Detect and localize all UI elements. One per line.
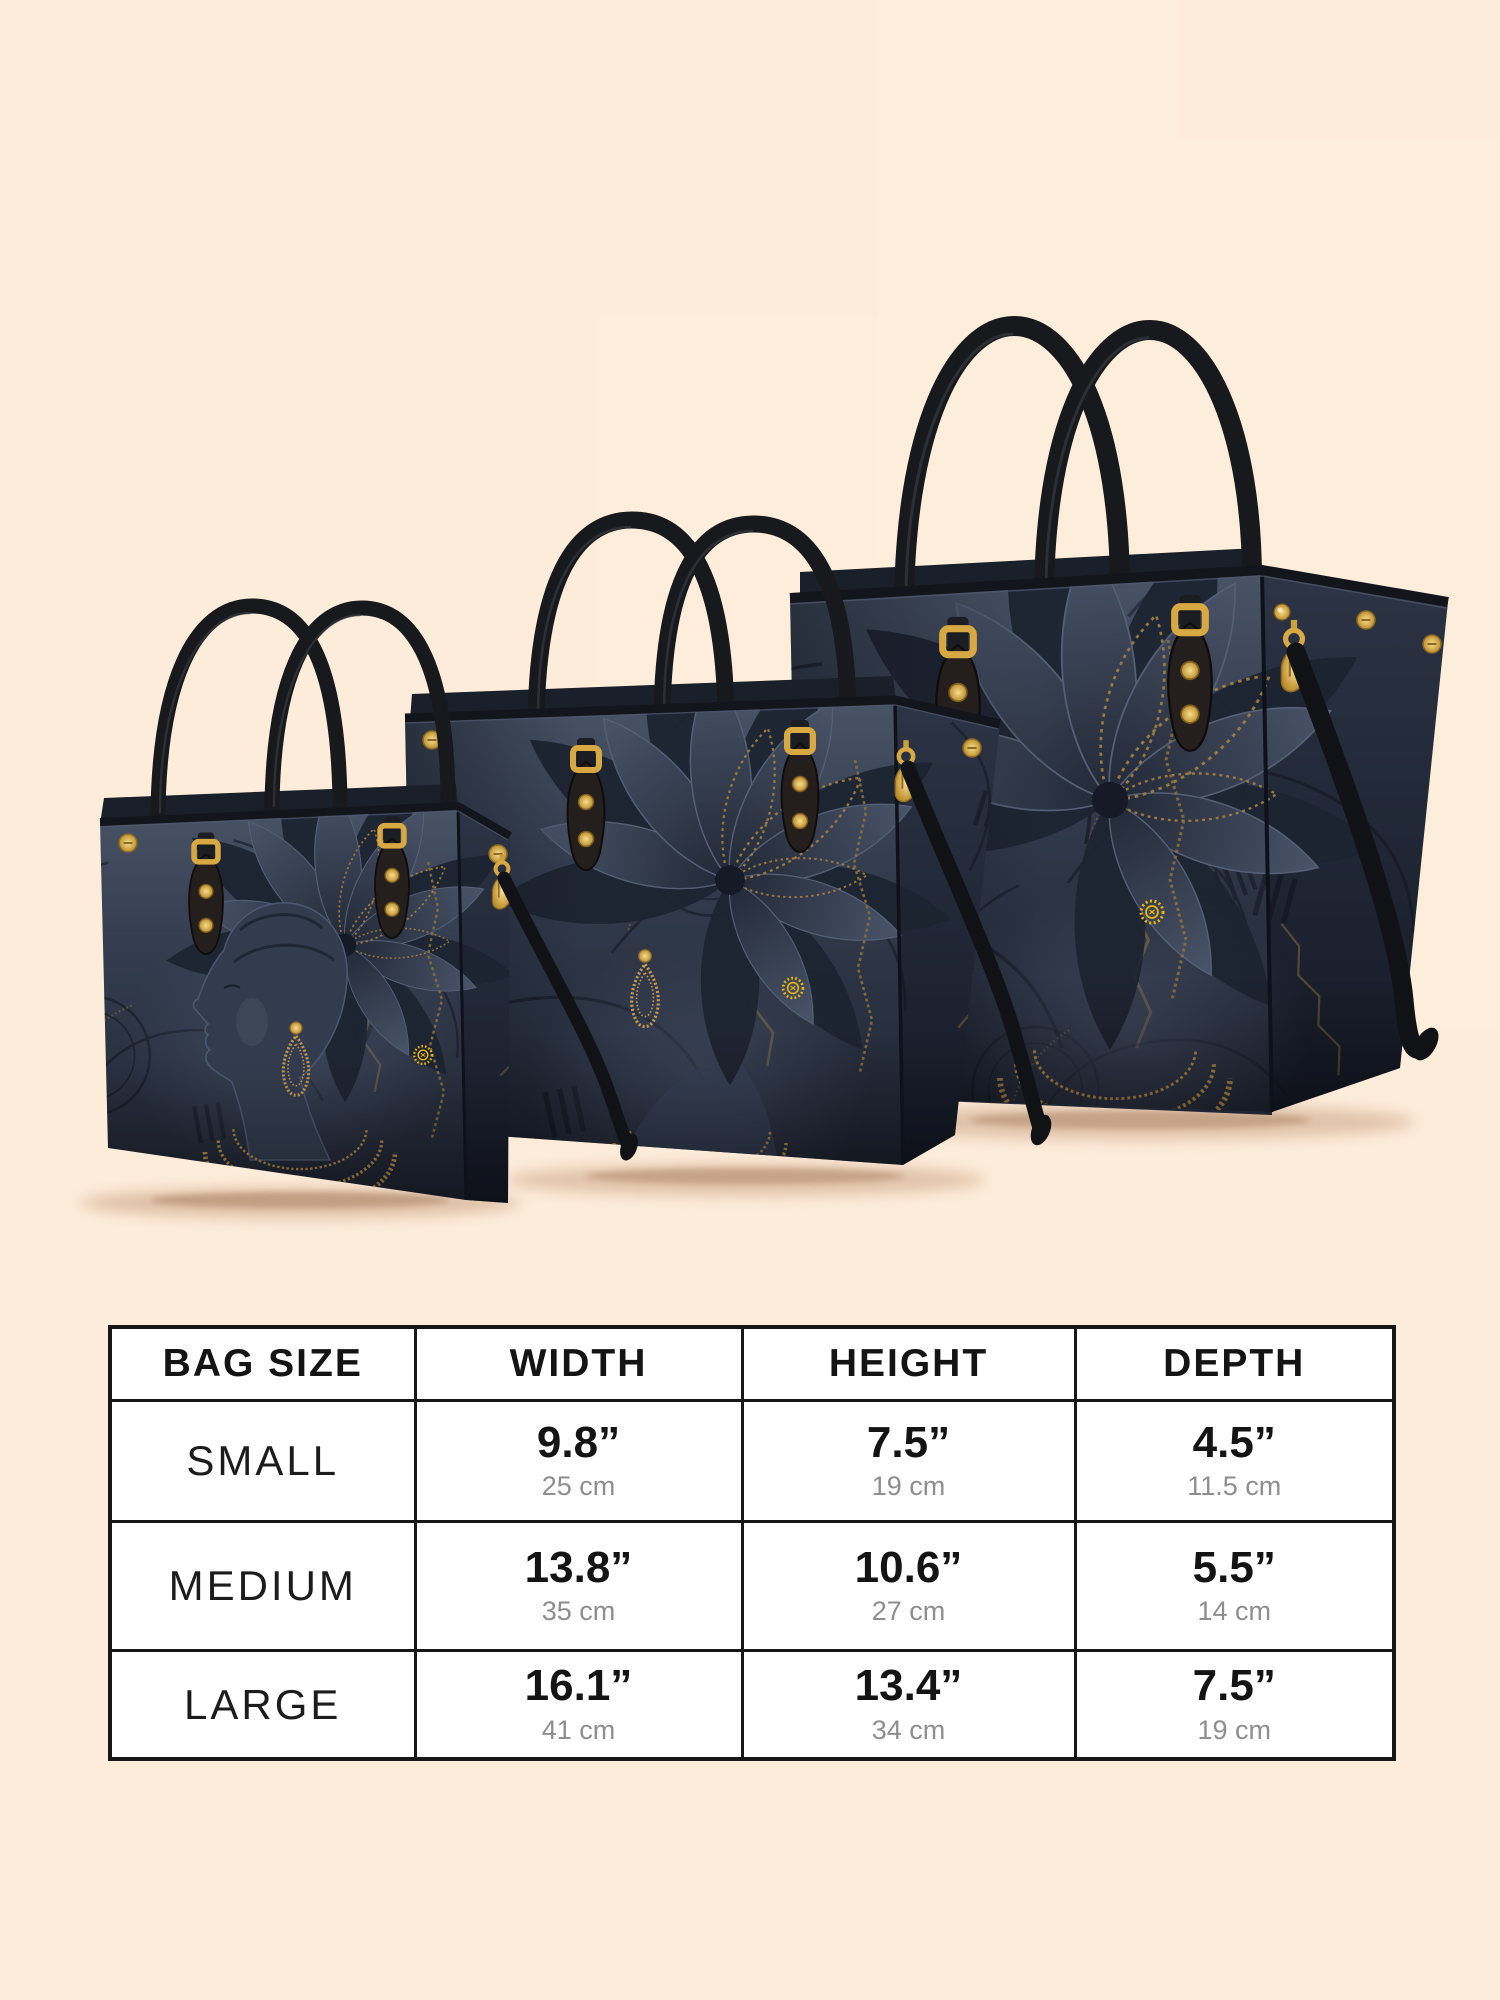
small-width-cm: 25 cm bbox=[541, 1471, 616, 1502]
small-depth-cm: 11.5 cm bbox=[1187, 1471, 1282, 1502]
size-table-header-row: BAG SIZE WIDTH HEIGHT DEPTH bbox=[108, 1325, 1396, 1402]
medium-bag-top-trim bbox=[404, 695, 1002, 729]
row-label-small: SMALL bbox=[186, 1437, 340, 1484]
large-corner-screw-1 bbox=[1356, 610, 1376, 630]
bag-shadows bbox=[80, 1104, 1415, 1218]
small-corner-screw-1 bbox=[118, 833, 138, 853]
size-table: BAG SIZE WIDTH HEIGHT DEPTH SMALL 9.8” 2… bbox=[108, 1325, 1396, 1761]
medium-width-in: 13.8” bbox=[524, 1542, 633, 1592]
small-bag-top-trim bbox=[99, 801, 512, 840]
large-height-in: 13.4” bbox=[854, 1661, 963, 1711]
medium-corner-screw-2 bbox=[962, 738, 982, 758]
large-width-cm: 41 cm bbox=[541, 1714, 616, 1745]
medium-depth-in: 5.5” bbox=[1192, 1542, 1276, 1592]
small-handle-anchor-right bbox=[375, 816, 409, 937]
small-handle-anchor-left bbox=[189, 832, 223, 953]
medium-handle-anchor-left bbox=[568, 738, 605, 870]
header-width: WIDTH bbox=[413, 1325, 744, 1402]
small-bag-print bbox=[100, 806, 510, 1203]
small-height-in: 7.5” bbox=[866, 1417, 951, 1467]
small-bag-handles bbox=[150, 598, 456, 842]
large-depth-in: 7.5” bbox=[1192, 1661, 1276, 1711]
table-row-small: SMALL 9.8” 25 cm 7.5” 19 cm 4.5” 11.5 cm bbox=[108, 1399, 1396, 1523]
header-bag-size: BAG SIZE bbox=[108, 1325, 417, 1402]
medium-bag-handles bbox=[527, 511, 857, 753]
woman-profile bbox=[192, 902, 348, 1161]
large-depth-cm: 19 cm bbox=[1197, 1714, 1272, 1745]
medium-width-cm: 35 cm bbox=[541, 1596, 616, 1627]
large-bag-top-trim bbox=[789, 564, 1449, 607]
medium-shoulder-strap bbox=[900, 760, 1052, 1146]
large-rivet-dome bbox=[1273, 603, 1291, 621]
large-handle-anchor-right bbox=[1168, 595, 1211, 751]
table-row-large: LARGE 16.1” 41 cm 13.4” 34 cm 7.5” 19 cm bbox=[108, 1649, 1396, 1761]
row-label-medium: MEDIUM bbox=[168, 1562, 357, 1609]
small-width-in: 9.8” bbox=[536, 1417, 621, 1467]
header-depth: DEPTH bbox=[1073, 1325, 1396, 1402]
large-corner-screw-2 bbox=[1422, 634, 1442, 654]
small-height-cm: 19 cm bbox=[871, 1471, 946, 1502]
large-bag-handles bbox=[893, 315, 1263, 634]
small-shoulder-strap bbox=[497, 871, 638, 1161]
large-shoulder-strap bbox=[1286, 642, 1439, 1061]
medium-height-in: 10.6” bbox=[854, 1542, 963, 1592]
medium-depth-cm: 14 cm bbox=[1197, 1596, 1272, 1627]
large-width-in: 16.1” bbox=[524, 1661, 633, 1711]
header-height: HEIGHT bbox=[740, 1325, 1077, 1402]
small-depth-in: 4.5” bbox=[1192, 1417, 1276, 1467]
medium-handle-anchor-right bbox=[782, 720, 819, 852]
table-row-medium: MEDIUM 13.8” 35 cm 10.6” 27 cm 5.5” 14 c… bbox=[108, 1520, 1396, 1652]
medium-height-cm: 27 cm bbox=[871, 1596, 946, 1627]
small-bag bbox=[99, 598, 638, 1203]
large-height-cm: 34 cm bbox=[871, 1714, 946, 1745]
row-label-large: LARGE bbox=[184, 1680, 342, 1728]
bags-illustration bbox=[80, 315, 1449, 1218]
